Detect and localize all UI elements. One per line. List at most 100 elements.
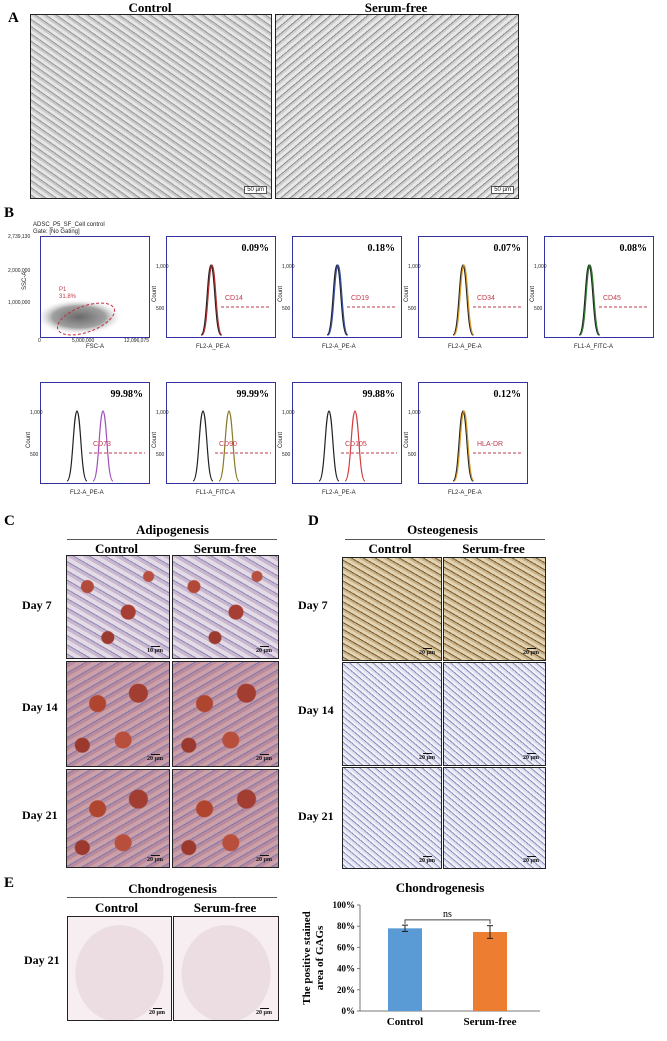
histogram-ytick: 500 xyxy=(156,452,165,458)
marker-peak xyxy=(92,410,114,482)
control-peak xyxy=(326,264,348,336)
histogram-cd34: CD34 0.07% xyxy=(418,236,528,338)
chart-title: Chondrogenesis xyxy=(395,880,485,895)
marker-peak xyxy=(218,410,240,482)
histogram-xlabel: FL2-A_PE-A xyxy=(448,490,482,496)
histogram-ylabel: Count xyxy=(152,285,158,302)
panel-a-serumfree-header: Serum-free xyxy=(364,0,428,15)
control-peak xyxy=(192,410,214,482)
scatter-xtick: 0 xyxy=(38,338,41,344)
significance-label: ns xyxy=(443,909,452,920)
adipo-serumfree-day7-image: 20 µm xyxy=(172,555,279,659)
histogram-cd90: CD90 99.99% xyxy=(166,382,276,484)
y-tick-label: 20% xyxy=(337,985,355,995)
osteo-serumfree-header: Serum-free xyxy=(462,541,525,556)
histogram-xlabel: FL1-A_FITC-A xyxy=(196,490,236,496)
panel-b-label: B xyxy=(4,205,15,221)
marker-label: CD34 xyxy=(477,295,495,302)
adipo-day21-label: Day 21 xyxy=(22,808,58,822)
osteo-day14-label: Day 14 xyxy=(298,703,334,717)
control-peak xyxy=(452,410,474,482)
histogram-ylabel: Count xyxy=(530,285,536,302)
gate-pct: 31.8% xyxy=(59,294,77,300)
scale-bar-label: 20 µm xyxy=(523,650,539,656)
histogram-xlabel: FL2-A_PE-A xyxy=(448,344,482,350)
histogram-ytick: 1,000 xyxy=(282,410,295,416)
osteo-day21-label: Day 21 xyxy=(298,809,334,823)
scale-bar-label: 20 µm xyxy=(523,858,539,864)
osteo-control-header: Control xyxy=(368,541,412,556)
scale-bar-label: 10 µm xyxy=(147,648,163,654)
histogram-cd19: CD19 0.18% xyxy=(292,236,402,338)
histogram-ylabel: Count xyxy=(278,431,284,448)
histogram-ylabel: Count xyxy=(152,431,158,448)
marker-label: CD45 xyxy=(603,295,621,302)
positive-percentage: 0.08% xyxy=(619,243,648,254)
histogram-ylabel: Count xyxy=(26,431,32,448)
osteogenesis-title: Osteogenesis xyxy=(407,522,478,537)
adipogenesis-title: Adipogenesis xyxy=(136,522,209,537)
adipo-serumfree-day21-image: 20 µm xyxy=(172,769,279,868)
histogram-ytick: 1,000 xyxy=(156,410,169,416)
panel-a-label: A xyxy=(8,10,19,26)
scatter-cloud xyxy=(35,299,123,335)
histogram-xlabel: FL2-A_PE-A xyxy=(196,344,230,350)
adipo-control-header: Control xyxy=(94,541,139,556)
scatter-xlabel: FSC-A xyxy=(86,344,104,350)
positive-percentage: 99.98% xyxy=(110,389,144,400)
histogram-xlabel: FL2-A_PE-A xyxy=(70,490,104,496)
histogram-hla-dr: HLA-DR 0.12% xyxy=(418,382,528,484)
histogram-ytick: 500 xyxy=(534,306,543,312)
panel-c-label: C xyxy=(4,513,15,529)
header-divider xyxy=(345,539,545,540)
osteo-serumfree-day7-image: 20 µm xyxy=(443,557,546,661)
marker-label: CD19 xyxy=(351,295,369,302)
scatter-xtick: 5,000,000 xyxy=(72,338,95,344)
histogram-ytick: 500 xyxy=(408,306,417,312)
histogram-ylabel: Count xyxy=(404,431,410,448)
osteo-control-day14-image: 20 µm xyxy=(342,662,442,766)
scale-bar-label: 20 µm xyxy=(149,1010,165,1016)
scatter-plot: P1 31.8% xyxy=(35,236,150,338)
significance-bracket xyxy=(404,919,491,924)
positive-percentage: 99.99% xyxy=(236,389,270,400)
scale-bar-label: 20 µm xyxy=(419,755,435,761)
marker-label: CD73 xyxy=(93,441,111,448)
scale-bar-label: 50 µm xyxy=(244,186,267,194)
serumfree-phase-contrast-image: 50 µm xyxy=(275,14,519,199)
marker-peak xyxy=(201,264,223,336)
histogram-ytick: 500 xyxy=(408,452,417,458)
scatter-title: ADSC_P5_SF_Cell control xyxy=(33,222,105,228)
scale-bar-label: 20 µm xyxy=(256,756,272,762)
scatter-ytick: 2,000,000 xyxy=(8,268,31,274)
histogram-svg xyxy=(200,264,271,336)
y-tick-label: 40% xyxy=(337,964,355,974)
histogram-svg xyxy=(192,410,271,482)
y-axis-label: The positive stainedarea of GAGs xyxy=(301,911,326,1005)
marker-peak xyxy=(453,410,475,482)
scatter-ylabel: SSC-A xyxy=(22,271,28,290)
scale-bar-label: 20 µm xyxy=(419,650,435,656)
bar-serum-free xyxy=(473,932,507,1011)
osteo-serumfree-day21-image: 20 µm xyxy=(443,767,546,869)
y-tick-label: 100% xyxy=(333,900,356,910)
osteo-serumfree-day14-image: 20 µm xyxy=(443,662,546,766)
histogram-ytick: 1,000 xyxy=(408,410,421,416)
scale-bar-label: 50 µm xyxy=(491,186,514,194)
histogram-svg xyxy=(578,264,649,336)
histogram-svg xyxy=(452,264,523,336)
marker-peak xyxy=(579,264,601,336)
bar-control xyxy=(388,928,422,1011)
gate-p1 xyxy=(56,302,116,336)
histogram-ytick: 1,000 xyxy=(156,264,169,270)
scatter-xtick: 12,096,075 xyxy=(124,338,150,344)
y-tick-label: 60% xyxy=(337,942,355,952)
panel-d-label: D xyxy=(308,513,319,529)
header-divider xyxy=(67,539,277,540)
gag-bar-chart: 0% 20% 40% 60% 80% 100% The positive stainedar… xyxy=(301,900,540,1028)
chondro-serumfree-day21-image: 20 µm xyxy=(173,916,279,1021)
positive-percentage: 99.88% xyxy=(362,389,396,400)
marker-peak xyxy=(344,410,366,482)
scale-bar-label: 20 µm xyxy=(523,755,539,761)
histogram-ytick: 1,000 xyxy=(534,264,547,270)
